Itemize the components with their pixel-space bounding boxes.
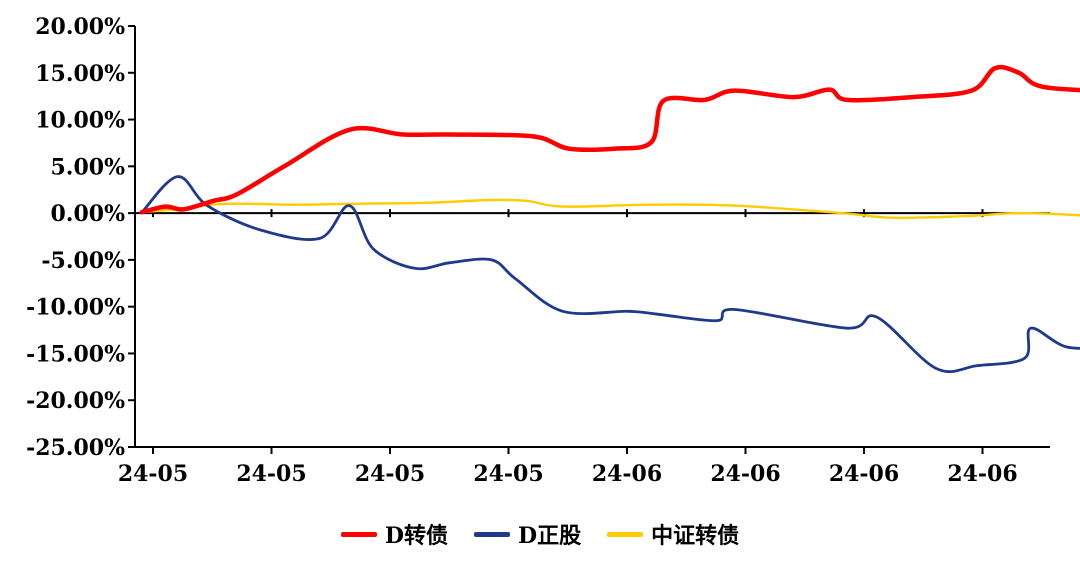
legend-label-csi-convertible: 中证转债 [651, 523, 740, 549]
x-tick-label: 24-05 [118, 461, 188, 487]
legend-label-d-bond: D转债 [384, 523, 448, 549]
x-tick-label: 24-06 [947, 461, 1017, 487]
x-tick-label: 24-06 [592, 461, 662, 487]
y-tick-label: -5.00% [41, 248, 125, 274]
x-axis: 24-05 24-05 24-05 24-05 24-06 24-06 24-06 24-06 [118, 209, 1050, 487]
x-tick-label: 24-05 [473, 461, 543, 487]
series-line-csi-convertible [140, 198, 1080, 220]
x-tick-label: 24-05 [236, 461, 306, 487]
y-tick-label: 10.00% [35, 108, 125, 134]
series-line-d-stock [140, 175, 1080, 374]
y-axis: 20.00% 15.00% 10.00% 5.00% 0.00% -5.00% -10.00… [26, 14, 136, 461]
y-tick-label: -25.00% [26, 435, 125, 461]
legend-label-d-stock: D正股 [517, 523, 582, 549]
y-tick-label: -20.00% [26, 388, 125, 414]
series-line-d-bond [139, 64, 1080, 215]
x-tick-label: 24-05 [355, 461, 425, 487]
legend-swatch-d-bond [340, 531, 377, 537]
y-tick-label: 0.00% [51, 201, 126, 227]
legend-item-d-bond: D转债 [340, 518, 448, 550]
legend-item-csi-convertible: 中证转债 [607, 518, 739, 550]
x-tick-label: 24-06 [710, 461, 780, 487]
y-tick-label: 5.00% [51, 154, 126, 180]
y-tick-label: -10.00% [26, 295, 125, 321]
y-tick-label: 15.00% [35, 61, 125, 87]
legend-swatch-d-stock [473, 531, 510, 537]
line-chart: 20.00% 15.00% 10.00% 5.00% 0.00% -5.00% -10.00… [26, 14, 1080, 487]
legend-item-d-stock: D正股 [473, 518, 582, 550]
x-tick-label: 24-06 [829, 461, 899, 487]
series-lines [139, 64, 1080, 374]
y-tick-label: 20.00% [35, 14, 125, 40]
y-tick-label: -15.00% [26, 341, 125, 367]
legend-swatch-csi-convertible [607, 531, 644, 537]
legend: D转债 D正股 中证转债 [0, 518, 1080, 550]
